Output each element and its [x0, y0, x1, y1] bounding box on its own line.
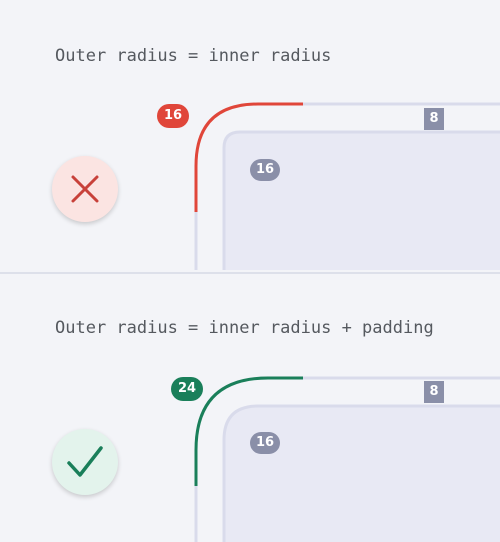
cross-icon	[71, 175, 99, 203]
inner-box	[224, 406, 500, 542]
status-indicator	[52, 156, 118, 222]
inner-outline	[222, 404, 500, 542]
outer-outline	[194, 376, 500, 542]
correct-example-panel: Outer radius = inner radius + padding 24…	[0, 272, 500, 542]
outer-outline	[194, 102, 500, 270]
divider	[0, 272, 500, 274]
outer-corner-highlight	[194, 102, 303, 212]
inner-box	[224, 132, 500, 270]
outer-corner-highlight	[194, 376, 303, 486]
caption: Outer radius = inner radius + padding	[55, 318, 434, 338]
caption: Outer radius = inner radius	[55, 46, 332, 66]
inner-radius-badge: 16	[250, 432, 280, 454]
status-indicator	[52, 429, 118, 495]
outer-radius-badge: 16	[157, 104, 189, 128]
checkmark-icon	[67, 446, 103, 477]
corner-diagram	[194, 102, 500, 270]
inner-outline	[222, 130, 500, 270]
padding-badge: 8	[424, 108, 444, 130]
corner-diagram	[194, 376, 500, 542]
padding-badge: 8	[424, 381, 444, 403]
incorrect-example-panel: Outer radius = inner radius 16 16 8	[0, 0, 500, 270]
outer-radius-badge: 24	[171, 377, 203, 401]
inner-radius-badge: 16	[250, 159, 280, 181]
